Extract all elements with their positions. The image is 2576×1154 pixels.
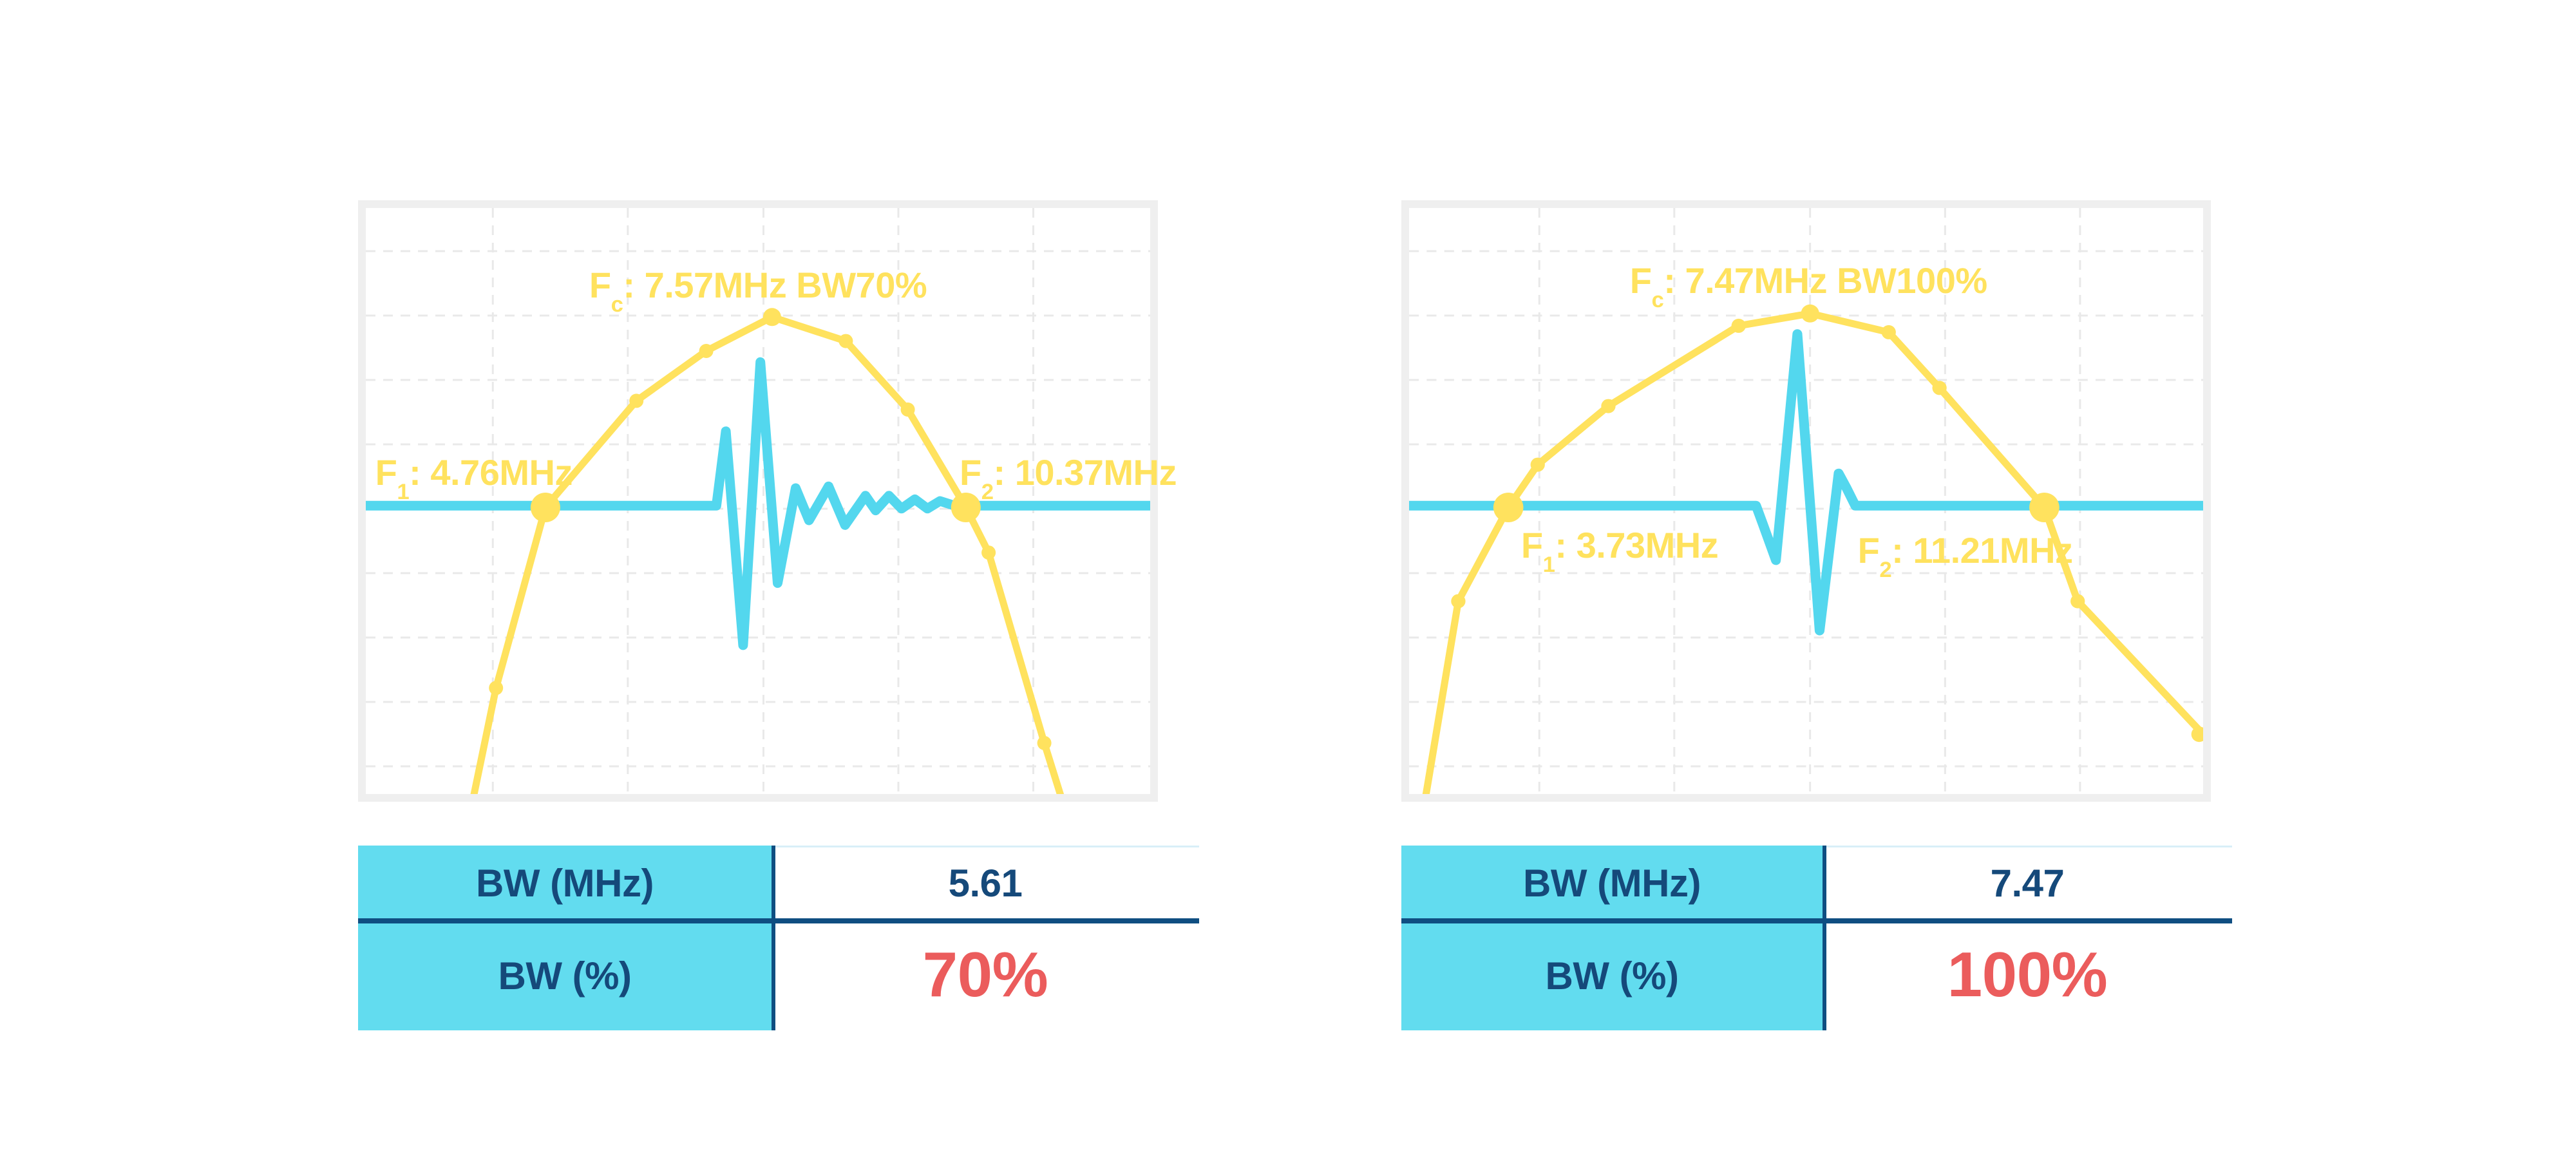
pulse-waveform-line (366, 357, 1150, 650)
frequency-spectrum-line (470, 313, 1065, 794)
chart-bw70-plot (366, 208, 1150, 794)
chart-bw100-plot (1409, 208, 2203, 794)
bw-percent-value: 100% (1947, 938, 2108, 1010)
table-label-column: BW (MHz) BW (%) (1401, 846, 1823, 1030)
pulse-waveform-line (1409, 329, 2203, 636)
bw-table-right: BW (MHz) BW (%) 7.47 100% (1401, 846, 2232, 1030)
spectrum-marker (1451, 594, 1466, 609)
fc-annotation: Fc: 7.57MHz BW70% (589, 265, 927, 317)
bw-percent-label: BW (%) (498, 954, 632, 998)
spectrum-marker (1801, 304, 1819, 323)
table-top-border (358, 846, 1199, 847)
spectrum-marker (1530, 457, 1545, 472)
spectrum-marker (1932, 381, 1947, 395)
table-label-column: BW (MHz) BW (%) (358, 846, 772, 1030)
bw-mhz-value: 7.47 (1990, 862, 2065, 905)
fc-annotation: Fc: 7.47MHz BW100% (1629, 260, 1987, 312)
bw-percent-label: BW (%) (1545, 954, 1679, 998)
bw-mhz-value: 5.61 (948, 862, 1023, 905)
table-column-divider (772, 846, 775, 1030)
spectrum-marker (2070, 594, 2085, 609)
spectrum-marker (699, 344, 714, 358)
spectrum-marker (1493, 493, 1524, 522)
chart-bw100-frame: Fc: 7.47MHz BW100% F1: 3.73MHz F2: 11.21MH… (1401, 200, 2211, 802)
bw-table-left: BW (MHz) BW (%) 5.61 70% (358, 846, 1199, 1030)
spectrum-marker (838, 334, 853, 348)
table-row-divider (1401, 918, 2232, 923)
spectrum-marker (1731, 318, 1746, 333)
f2-annotation: F2: 11.21MHz (1857, 530, 2073, 583)
spectrum-marker (2029, 493, 2060, 522)
chart-bw70-frame: Fc: 7.57MHz BW70% F1: 4.76MHz F2: 10.37MHz (358, 200, 1177, 802)
spectrum-marker (900, 402, 915, 417)
spectrum-marker (1601, 399, 1616, 413)
table-row-divider (358, 918, 1199, 923)
f2-annotation: F2: 10.37MHz (960, 452, 1177, 505)
spectrum-marker (2191, 726, 2203, 743)
spectrum-marker (1881, 325, 1896, 339)
frequency-spectrum-line (1422, 310, 2203, 794)
spectrum-marker (530, 493, 560, 522)
spectrum-marker (489, 681, 504, 695)
spectrum-marker (951, 493, 981, 522)
f1-annotation: F1: 3.73MHz (1520, 525, 1719, 578)
bw-percent-value: 70% (922, 938, 1048, 1010)
spectrum-marker (762, 308, 781, 326)
bw-mhz-label: BW (MHz) (1523, 862, 1701, 905)
table-column-divider (1823, 846, 1826, 1030)
spectrum-marker (981, 545, 996, 560)
spectrum-marker (629, 393, 644, 408)
bw-mhz-label: BW (MHz) (476, 862, 654, 905)
spectrum-marker (1037, 735, 1052, 750)
f1-annotation: F1: 4.76MHz (375, 452, 573, 505)
